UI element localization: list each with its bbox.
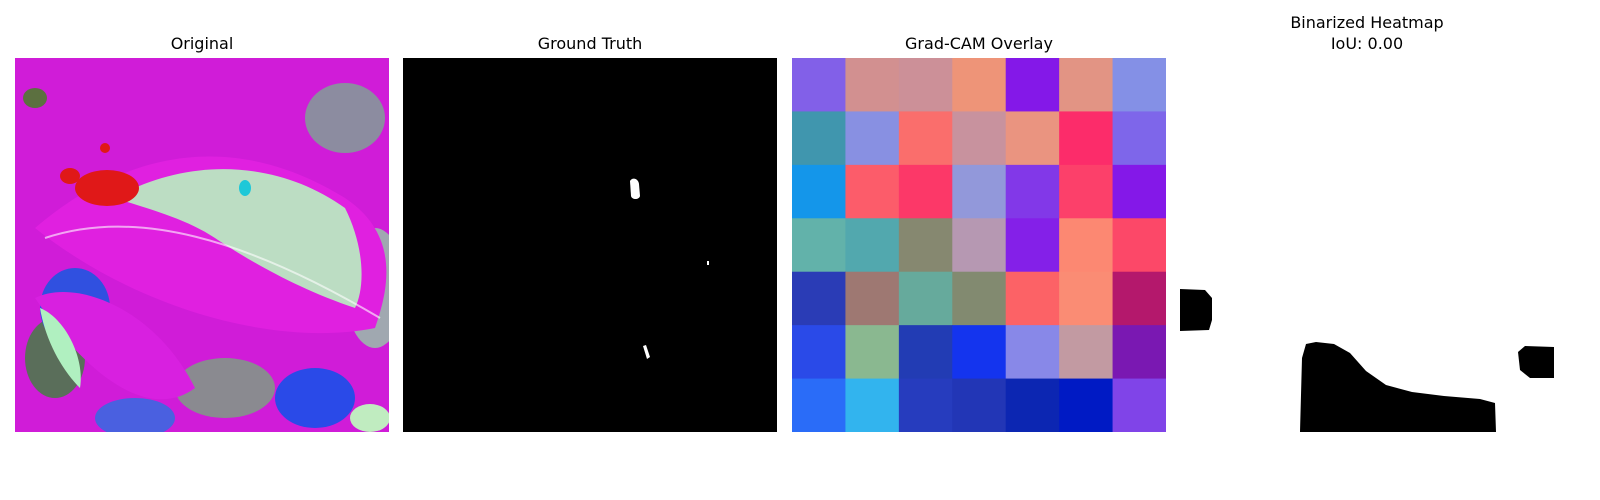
gradcam-cell — [1059, 271, 1114, 326]
panel-title-ground-truth: Ground Truth — [537, 34, 643, 53]
gradcam-cell — [845, 58, 900, 112]
gradcam-cell — [1005, 325, 1060, 380]
gradcam-cell — [1112, 378, 1166, 432]
panel-subtitle-iou: IoU: 0.00 — [1330, 34, 1404, 53]
gradcam-cell — [845, 111, 900, 166]
gradcam-cell — [792, 218, 846, 273]
ground-truth-mask-panel — [403, 58, 777, 432]
mask-region — [707, 261, 709, 265]
gradcam-cell — [845, 271, 900, 326]
gradcam-cell — [898, 271, 953, 326]
gradcam-cell — [898, 325, 953, 380]
panel-title-original: Original — [170, 34, 234, 53]
gradcam-cell — [952, 218, 1007, 273]
gradcam-cell — [1112, 325, 1166, 380]
gradcam-cell — [1005, 164, 1060, 219]
gradcam-cell — [845, 378, 900, 432]
gradcam-cell — [845, 218, 900, 273]
gradcam-cell — [898, 218, 953, 273]
gradcam-cell — [1059, 325, 1114, 380]
gradcam-overlay-panel — [792, 58, 1166, 432]
gradcam-cell — [898, 58, 953, 112]
binarized-heatmap-panel — [1180, 58, 1554, 432]
panel-title-gradcam-overlay: Grad-CAM Overlay — [905, 34, 1053, 53]
mask-region — [630, 178, 640, 199]
leaf-image — [15, 58, 389, 432]
gradcam-cell — [792, 164, 846, 219]
heatmap-region — [1180, 289, 1212, 331]
gradcam-cell — [792, 325, 846, 380]
original-image-panel — [15, 58, 389, 432]
panel-title-binarized-heatmap: Binarized Heatmap — [1290, 13, 1444, 32]
gradcam-cell — [845, 164, 900, 219]
gradcam-cell — [952, 58, 1007, 112]
gradcam-grid — [792, 58, 1166, 432]
gradcam-cell — [1059, 378, 1114, 432]
gradcam-cell — [1005, 58, 1060, 112]
binarized-heatmap — [1180, 289, 1554, 432]
gradcam-cell — [1112, 58, 1166, 112]
gradcam-cell — [1005, 218, 1060, 273]
gradcam-cell — [952, 325, 1007, 380]
ground-truth-mask — [403, 58, 777, 432]
gradcam-cell — [1112, 164, 1166, 219]
gradcam-cell — [1059, 218, 1114, 273]
gradcam-cell — [792, 378, 846, 432]
heatmap-region — [1300, 342, 1496, 432]
gradcam-cell — [952, 271, 1007, 326]
gradcam-cell — [1112, 218, 1166, 273]
gradcam-cell — [898, 111, 953, 166]
gradcam-cell — [1112, 111, 1166, 166]
gradcam-cell — [1059, 111, 1114, 166]
gradcam-cell — [845, 325, 900, 380]
gradcam-cell — [952, 378, 1007, 432]
gradcam-cell — [898, 164, 953, 219]
gradcam-cell — [952, 164, 1007, 219]
gradcam-cell — [1005, 111, 1060, 166]
gradcam-cell — [792, 58, 846, 112]
gradcam-cell — [1059, 58, 1114, 112]
gradcam-cell — [898, 378, 953, 432]
gradcam-cell — [1112, 271, 1166, 326]
gradcam-cell — [1005, 378, 1060, 432]
mask-region — [643, 345, 650, 359]
gradcam-cell — [792, 271, 846, 326]
gradcam-cell — [952, 111, 1007, 166]
gradcam-cell — [1059, 164, 1114, 219]
gradcam-cell — [792, 111, 846, 166]
heatmap-region — [1518, 346, 1554, 378]
gradcam-cell — [1005, 271, 1060, 326]
